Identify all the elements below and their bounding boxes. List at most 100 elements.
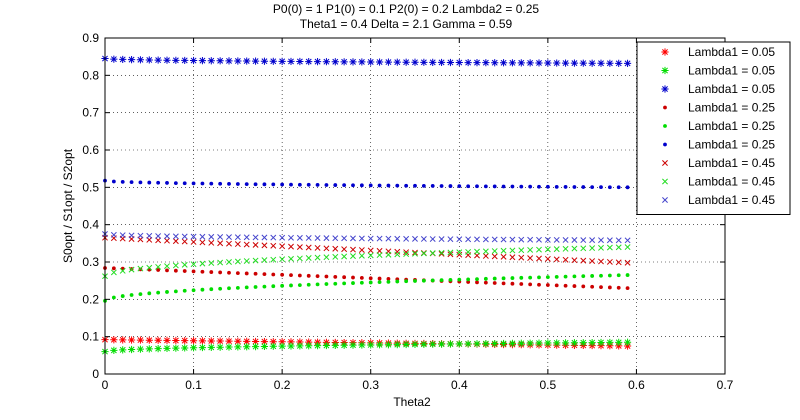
data-point xyxy=(466,280,471,284)
data-point xyxy=(430,184,435,188)
legend-marker xyxy=(661,85,669,93)
data-point xyxy=(580,257,587,264)
data-point xyxy=(289,182,293,187)
data-point xyxy=(199,233,206,240)
data-point xyxy=(287,57,295,66)
data-point xyxy=(624,244,631,251)
data-point xyxy=(217,234,224,240)
data-point xyxy=(306,182,311,187)
data-point xyxy=(599,273,603,278)
data-point xyxy=(217,259,224,266)
data-point xyxy=(323,235,330,242)
data-point xyxy=(367,58,375,66)
data-point xyxy=(181,261,188,268)
data-point xyxy=(209,287,214,292)
data-point xyxy=(385,251,392,258)
data-point xyxy=(146,232,153,239)
data-point xyxy=(315,182,320,187)
data-point xyxy=(457,277,462,282)
data-point xyxy=(439,184,444,188)
data-point xyxy=(296,255,303,262)
data-point xyxy=(127,345,136,354)
data-point xyxy=(154,336,162,344)
data-point xyxy=(553,246,560,253)
data-point xyxy=(446,58,455,67)
data-point xyxy=(553,59,561,67)
data-point xyxy=(420,250,427,257)
legend-item: Lambda1 = 0.45 xyxy=(662,193,775,207)
data-point xyxy=(517,339,525,347)
legend-item: Lambda1 = 0.25 xyxy=(663,138,775,152)
data-point xyxy=(500,236,507,243)
data-point xyxy=(421,278,426,283)
data-point xyxy=(305,338,313,346)
data-point xyxy=(129,180,134,185)
data-point xyxy=(331,58,339,66)
data-point xyxy=(234,343,242,351)
data-point xyxy=(243,241,250,248)
data-point xyxy=(235,271,240,275)
data-point xyxy=(137,232,144,239)
legend-label: Lambda1 = 0.45 xyxy=(688,193,775,207)
data-point xyxy=(474,236,480,243)
legend-item: Lambda1 = 0.25 xyxy=(663,119,775,133)
data-point xyxy=(261,234,268,241)
data-point xyxy=(377,276,382,281)
data-point xyxy=(545,283,550,287)
data-point xyxy=(198,343,207,352)
data-point xyxy=(404,183,409,188)
data-point xyxy=(137,265,144,272)
series-5 xyxy=(103,273,630,303)
data-point xyxy=(287,342,295,350)
data-point xyxy=(181,344,189,352)
data-point xyxy=(208,233,215,240)
data-point xyxy=(570,59,579,67)
data-point xyxy=(200,181,205,186)
data-point xyxy=(253,182,258,187)
data-point xyxy=(207,343,215,351)
data-point xyxy=(412,250,418,257)
data-point xyxy=(537,275,541,280)
data-point xyxy=(499,59,508,67)
data-point xyxy=(227,270,231,275)
data-point xyxy=(313,342,322,350)
legend: Lambda1 = 0.05 Lambda1 = 0.05 Lambda1 = 0.… xyxy=(636,41,791,215)
data-point xyxy=(145,56,153,64)
chart-title-line-1: P0(0) = 1 P1(0) = 0.1 P2(0) = 0.2 Lambda… xyxy=(273,2,539,16)
data-point xyxy=(350,253,356,260)
data-point xyxy=(331,341,339,350)
data-point xyxy=(156,290,161,295)
data-point xyxy=(482,340,490,348)
y-tick-label: 0 xyxy=(92,367,99,381)
data-point xyxy=(429,58,437,66)
data-point xyxy=(606,237,613,244)
legend-label: Lambda1 = 0.25 xyxy=(688,119,775,133)
data-point xyxy=(625,286,630,291)
legend-label: Lambda1 = 0.05 xyxy=(688,64,775,78)
data-point xyxy=(385,235,392,242)
data-point xyxy=(384,58,393,66)
data-point xyxy=(537,184,541,189)
data-point xyxy=(280,283,285,288)
data-point xyxy=(128,266,135,273)
y-tick-label: 0.4 xyxy=(82,218,99,232)
legend-marker xyxy=(663,124,667,128)
data-point xyxy=(262,182,267,187)
data-point xyxy=(508,339,517,347)
data-point xyxy=(394,235,401,242)
data-point xyxy=(351,183,355,188)
data-point xyxy=(384,341,393,349)
data-point xyxy=(351,275,355,280)
data-point xyxy=(482,236,489,243)
data-point xyxy=(386,277,391,281)
data-point xyxy=(580,245,587,252)
data-point xyxy=(437,58,446,67)
data-point xyxy=(120,179,125,184)
data-point xyxy=(138,267,143,272)
data-point xyxy=(350,235,356,242)
data-point xyxy=(138,292,143,297)
data-point xyxy=(367,235,374,242)
data-point xyxy=(589,245,596,252)
data-point xyxy=(411,340,419,349)
data-point xyxy=(421,183,426,188)
